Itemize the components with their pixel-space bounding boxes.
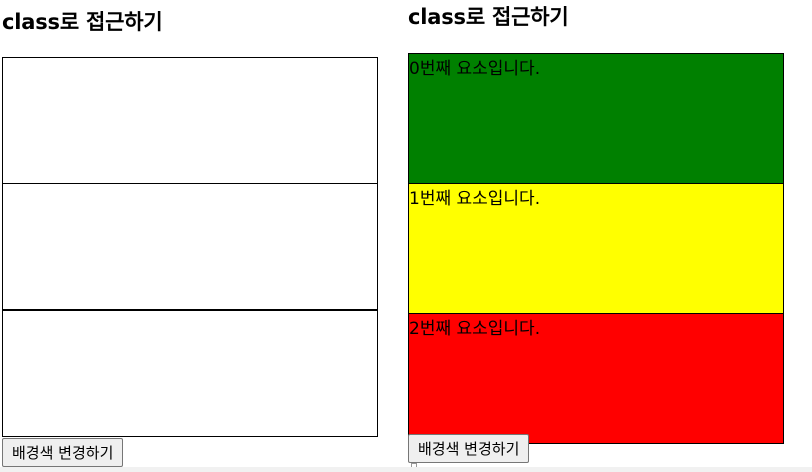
left-change-color-button[interactable]: 배경색 변경하기 bbox=[2, 438, 124, 467]
right-box-1: 1번째 요소입니다. bbox=[409, 184, 783, 314]
right-box-2: 2번째 요소입니다. bbox=[409, 314, 783, 443]
left-box-stack bbox=[2, 57, 378, 437]
left-box-0 bbox=[3, 58, 377, 184]
right-heading: class로 접근하기 bbox=[408, 5, 569, 29]
left-box-2 bbox=[3, 311, 377, 436]
left-box-1 bbox=[3, 184, 377, 311]
right-change-color-button[interactable]: 배경색 변경하기 bbox=[408, 434, 530, 463]
horizontal-scroll-strip[interactable] bbox=[0, 467, 812, 472]
right-box-0: 0번째 요소입니다. bbox=[409, 54, 783, 184]
left-heading: class로 접근하기 bbox=[2, 10, 163, 34]
right-box-stack: 0번째 요소입니다. 1번째 요소입니다. 2번째 요소입니다. bbox=[408, 53, 784, 444]
